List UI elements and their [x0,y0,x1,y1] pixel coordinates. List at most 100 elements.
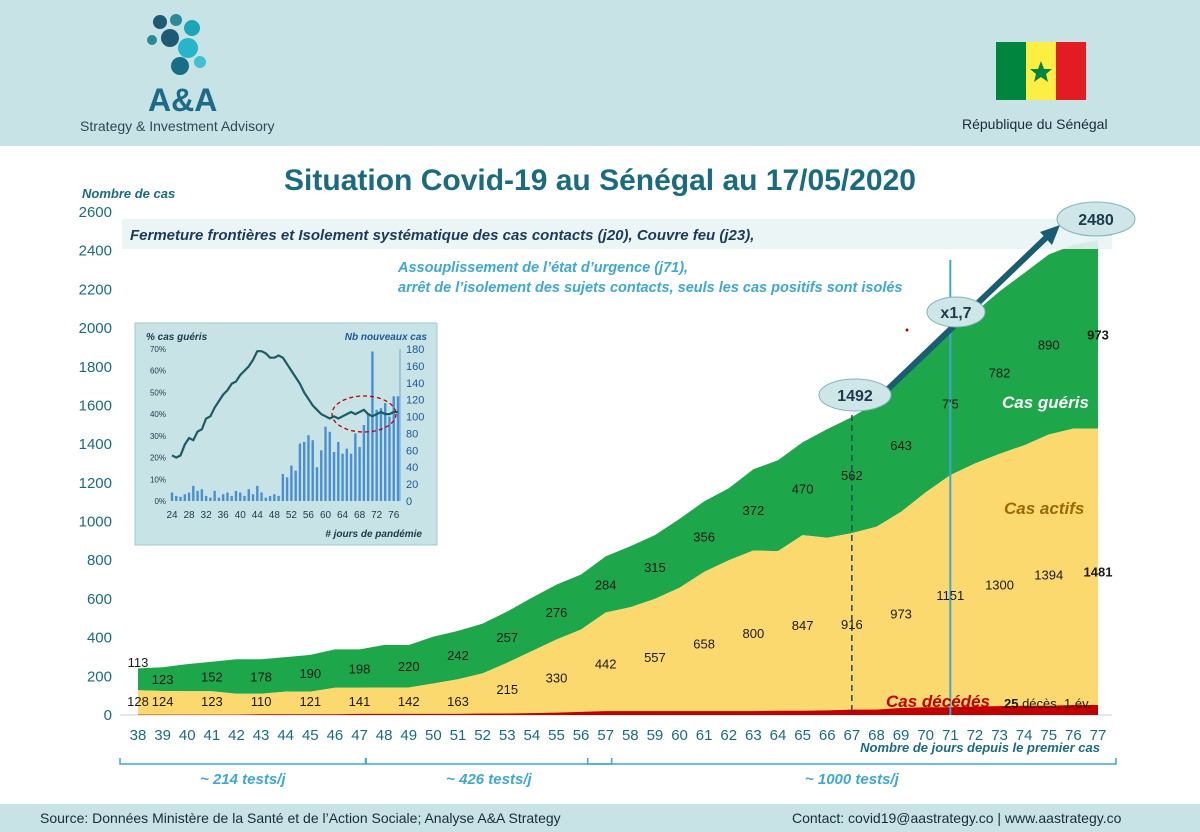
recovered-data-label: 562 [841,468,863,483]
active-data-label: 123 [201,694,223,709]
active-data-label: 128 [127,694,149,709]
inset-bar [170,492,174,501]
inset-x-tick: 68 [354,510,366,521]
inset-bar [349,453,353,501]
y-tick-label: 1600 [79,397,112,414]
inset-bar [192,485,195,501]
inset-bar [268,495,272,501]
x-tick-label: 58 [622,727,639,744]
inset-bar [311,440,314,501]
brand-logo-text: A&A [148,82,218,118]
active-data-label: 1481 [1084,565,1113,580]
inset-bar [307,435,310,501]
inset-bar [379,408,383,501]
inset-x-tick: 36 [218,510,230,521]
inset-bar [388,416,391,501]
inset-x-tick: 28 [183,510,195,521]
x-tick-label: 49 [400,727,417,744]
inset-bar [290,465,293,501]
x-tick-label: 72 [967,727,984,744]
recovered-data-label: 470 [792,482,814,497]
x-tick-label: 60 [671,727,688,744]
inset-bar [337,441,340,501]
inset-bar [328,431,331,501]
contact-note: Contact: covid19@aastrategy.co | www.aas… [792,810,1122,826]
active-data-label: 1151 [936,588,964,603]
inset-x-tick: 72 [371,510,383,521]
active-data-label: 1300 [985,577,1014,592]
inset-bar [209,497,212,501]
measures-banner [122,219,1112,249]
inset-left-tick: 30% [150,432,166,441]
recovered-data-label: 315 [644,560,666,575]
recovered-data-label: 276 [546,605,568,620]
inset-left-tick: 50% [150,388,166,397]
tests-label: ~ 214 tests/j [200,771,286,788]
active-data-label: 330 [546,670,568,685]
bubble-2480-shape [1056,201,1136,237]
inset-right-tick: 0 [406,496,412,508]
inset-bar [234,490,238,501]
inset-bar [320,450,323,501]
deaths-note: 25 décès, 1 év. [1004,696,1091,711]
recovered-data-label: 178 [250,670,272,685]
inset-bar [200,489,204,501]
x-tick-label: 51 [450,727,467,744]
chart-title: Situation Covid-19 au Sénégal au 17/05/2… [284,164,916,197]
footer-band: Source: Données Ministère de la Santé et… [0,804,1200,832]
inset-bar [179,496,182,501]
senegal-flag-icon [996,42,1086,100]
y-axis-label: Nombre de cas [82,186,175,201]
inset-bar [384,403,387,501]
recovered-data-label: 890 [1038,338,1060,353]
x-tick-label: 53 [499,727,516,744]
inset-right-tick: 160 [406,361,424,373]
recovered-data-label: 242 [447,648,469,663]
x-tick-label: 44 [277,727,294,744]
x-tick-label: 56 [573,727,590,744]
inset-x-label: # jours de pandémie [325,529,422,540]
x-tick-label: 70 [917,727,934,744]
inset-bar [260,492,263,501]
x-tick-label: 76 [1065,727,1082,744]
inset-bar [362,425,366,501]
x-tick-label: 64 [770,727,787,744]
x-tick-label: 63 [745,727,762,744]
inset-x-tick: 52 [286,510,298,521]
recovered-data-label: 643 [890,438,912,453]
active-data-label: 142 [398,694,420,709]
x-tick-label: 57 [597,727,614,744]
active-data-label: 1394 [1034,568,1063,583]
inset-x-tick: 40 [235,510,247,521]
inset-bar [302,441,306,501]
measures-2-line1: Assouplissement de l’état d’urgence (j71… [397,260,688,276]
inset-right-label: Nb nouveaux cas [345,332,428,343]
inset-right-tick: 180 [406,344,424,356]
bubble-1492-label: 1492 [837,388,873,405]
inset-bar [341,453,344,501]
recovered-data-label: 7'5 [942,397,959,412]
x-tick-label: 67 [844,727,861,744]
inset-bar [277,495,280,501]
x-tick-label: 68 [868,727,885,744]
y-tick-label: 2000 [79,320,112,337]
inset-right-tick: 60 [406,445,418,457]
inset-x-tick: 48 [269,510,281,521]
inset-bar [273,494,276,501]
inset-right-tick: 20 [406,479,418,491]
x-tick-label: 50 [425,727,442,744]
y-tick-label: 200 [87,668,112,685]
inset-bar [298,443,302,501]
active-data-label: 141 [349,694,371,709]
active-data-label: 557 [644,650,666,665]
x-tick-label: 74 [1016,727,1033,744]
x-axis-label: Nombre de jours depuis le premier cas [860,740,1100,755]
inset-x-tick: 44 [252,510,264,521]
inset-x-tick: 56 [303,510,315,521]
x-tick-label: 42 [228,727,245,744]
x-tick-label: 40 [179,727,196,744]
bubble-1492-shape [818,378,892,412]
growth-arrow-head [1040,225,1060,245]
inset-bar [196,490,199,501]
recovered-data-label: 113 [128,655,149,670]
